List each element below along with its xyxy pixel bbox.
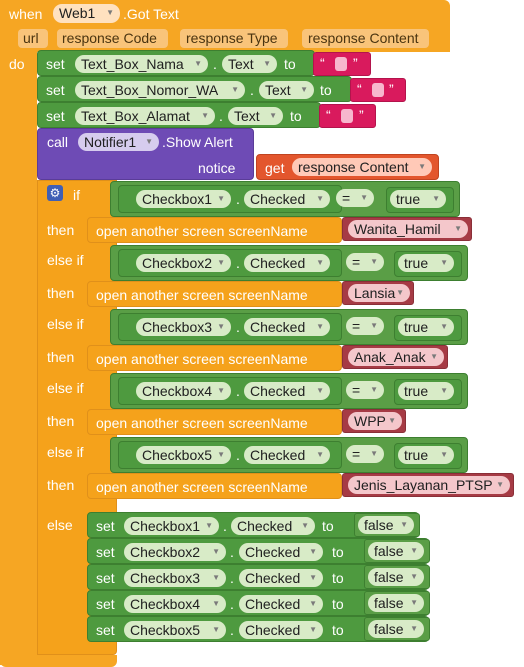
get-variable-dropdown[interactable]: response Content (292, 158, 432, 176)
open-screen-block[interactable] (87, 409, 342, 435)
param-response-content[interactable]: response Content (302, 29, 429, 48)
gear-icon[interactable]: ⚙ (47, 185, 63, 201)
boolean-dropdown[interactable]: true (398, 318, 454, 336)
event-block-spine (0, 0, 37, 665)
checkbox-dropdown[interactable]: Checkbox4 (136, 382, 231, 400)
boolean-dropdown[interactable]: true (398, 446, 454, 464)
open-screen-label: open another screen screenName (96, 287, 308, 303)
set-checked-prop-dropdown[interactable]: Checked (239, 569, 323, 587)
else-if-label: else if (47, 444, 84, 460)
operator-dropdown[interactable]: = (346, 381, 384, 399)
checked-prop-dropdown[interactable]: Checked (244, 446, 330, 464)
boolean-dropdown[interactable]: true (398, 382, 454, 400)
screen-name-dropdown[interactable]: WPP (348, 412, 402, 430)
checkbox-dropdown[interactable]: Checkbox3 (136, 318, 231, 336)
open-screen-label: open another screen screenName (96, 479, 308, 495)
then-label: then (47, 413, 75, 429)
set-checkbox-dropdown[interactable]: Checkbox4 (124, 595, 226, 613)
web-component-dropdown[interactable]: Web1 (53, 4, 120, 23)
open-screen-label: open another screen screenName (96, 223, 308, 239)
set-checked-prop-dropdown[interactable]: Checked (239, 621, 323, 639)
checked-prop-dropdown[interactable]: Checked (244, 254, 330, 272)
param-response-code[interactable]: response Code (57, 29, 168, 48)
checkbox-dropdown[interactable]: Checkbox2 (136, 254, 231, 272)
event-block-footer (0, 655, 117, 667)
set-checkbox-dropdown[interactable]: Checkbox3 (124, 569, 226, 587)
set-checkbox-dropdown[interactable]: Checkbox5 (124, 621, 226, 639)
open-screen-block[interactable] (87, 281, 342, 307)
checkbox-dropdown[interactable]: Checkbox5 (136, 446, 231, 464)
open-screen-block[interactable] (87, 217, 342, 243)
notifier-component-dropdown[interactable]: Notifier1 (78, 133, 159, 151)
textbox-nomor-wa-dropdown[interactable]: Text_Box_Nomor_WA (75, 81, 245, 99)
screen-name-dropdown[interactable]: Jenis_Layanan_PTSP (348, 476, 510, 494)
then-label: then (47, 222, 75, 238)
checked-prop-dropdown[interactable]: Checked (244, 382, 330, 400)
else-if-label: else if (47, 252, 84, 268)
false-dropdown[interactable]: false (368, 542, 424, 560)
open-screen-block[interactable] (87, 345, 342, 371)
textbox-nama-dropdown[interactable]: Text_Box_Nama (75, 55, 208, 73)
false-dropdown[interactable]: false (368, 594, 424, 612)
then-label: then (47, 477, 75, 493)
false-dropdown[interactable]: false (368, 620, 424, 638)
else-if-label: else if (47, 316, 84, 332)
open-screen-label: open another screen screenName (96, 351, 308, 367)
false-dropdown[interactable]: false (358, 516, 414, 534)
operator-dropdown[interactable]: = (346, 253, 384, 271)
open-screen-block[interactable] (87, 473, 342, 499)
param-response-type[interactable]: response Type (180, 29, 288, 48)
boolean-dropdown[interactable]: true (398, 254, 454, 272)
boolean-dropdown[interactable]: true (390, 190, 446, 208)
textbox-alamat-dropdown[interactable]: Text_Box_Alamat (75, 107, 215, 125)
set-checked-prop-dropdown[interactable]: Checked (239, 543, 323, 561)
operator-dropdown[interactable]: = (346, 317, 384, 335)
set-checked-prop-dropdown[interactable]: Checked (231, 517, 315, 535)
screen-name-dropdown[interactable]: Lansia (348, 284, 410, 302)
screen-name-dropdown[interactable]: Anak_Anak (348, 348, 444, 366)
operator-dropdown[interactable]: = (336, 189, 374, 207)
checkbox-dropdown[interactable]: Checkbox1 (136, 190, 231, 208)
param-url[interactable]: url (18, 29, 48, 48)
when-label: when (9, 6, 43, 22)
set-checked-prop-dropdown[interactable]: Checked (239, 595, 323, 613)
checked-prop-dropdown[interactable]: Checked (244, 190, 330, 208)
operator-dropdown[interactable]: = (346, 445, 384, 463)
checked-prop-dropdown[interactable]: Checked (244, 318, 330, 336)
text-prop-dropdown[interactable]: Text (222, 55, 277, 73)
then-label: then (47, 285, 75, 301)
text-prop-dropdown-2[interactable]: Text (259, 81, 314, 99)
set-checkbox-dropdown[interactable]: Checkbox1 (124, 517, 219, 535)
else-label: else (47, 517, 73, 533)
else-if-label: else if (47, 380, 84, 396)
text-prop-dropdown-3[interactable]: Text (228, 107, 283, 125)
false-dropdown[interactable]: false (368, 568, 424, 586)
then-label: then (47, 349, 75, 365)
do-label: do (9, 56, 25, 72)
screen-name-dropdown[interactable]: Wanita_Hamil (348, 220, 468, 238)
got-text-label: .Got Text (123, 6, 179, 22)
set-checkbox-dropdown[interactable]: Checkbox2 (124, 543, 226, 561)
open-screen-label: open another screen screenName (96, 415, 308, 431)
